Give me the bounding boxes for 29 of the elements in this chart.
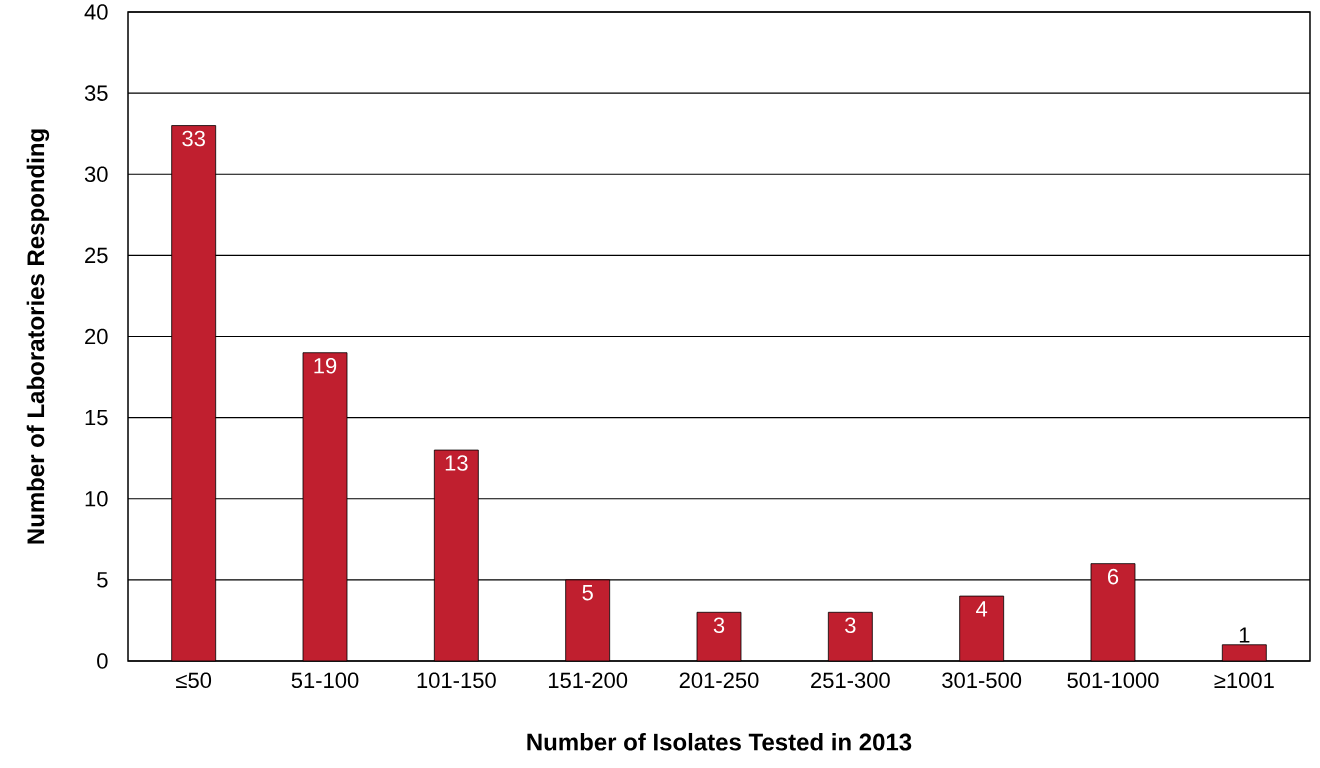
x-tick-label: 301-500	[942, 672, 1022, 689]
x-tick-label: 501-1000	[1067, 672, 1159, 689]
y-tick-label: 20	[85, 328, 108, 345]
x-tick-label: ≤50	[176, 672, 212, 689]
data-label: 1	[1239, 627, 1250, 643]
y-tick-label: 0	[97, 653, 108, 669]
x-tick-label: 51-100	[291, 672, 359, 689]
y-tick-label: 25	[85, 247, 108, 264]
x-tick-label: 101-150	[417, 672, 496, 689]
data-label: 6	[1107, 568, 1119, 585]
x-tick-label: 151-200	[548, 672, 628, 689]
data-label: 33	[182, 130, 205, 147]
y-tick-label: 15	[85, 409, 108, 426]
y-tick-label: 10	[85, 490, 108, 507]
y-axis-title: Number of Laboratories Responding	[26, 129, 50, 544]
data-label: 5	[582, 585, 593, 601]
x-axis-title: Number of Isolates Tested in 2013	[527, 732, 912, 751]
data-label: 3	[713, 617, 725, 634]
y-tick-label: 40	[84, 4, 108, 20]
y-tick-label: 5	[97, 572, 108, 588]
data-label: 13	[445, 455, 468, 471]
x-tick-label: 251-300	[811, 672, 890, 689]
y-tick-label: 30	[84, 166, 108, 183]
data-label: 4	[976, 601, 988, 617]
x-tick-label: ≥1001	[1214, 672, 1274, 689]
y-tick-label: 35	[84, 85, 108, 101]
x-tick-label: 201-250	[679, 672, 759, 689]
data-label: 19	[314, 357, 337, 374]
data-label: 3	[845, 617, 856, 634]
